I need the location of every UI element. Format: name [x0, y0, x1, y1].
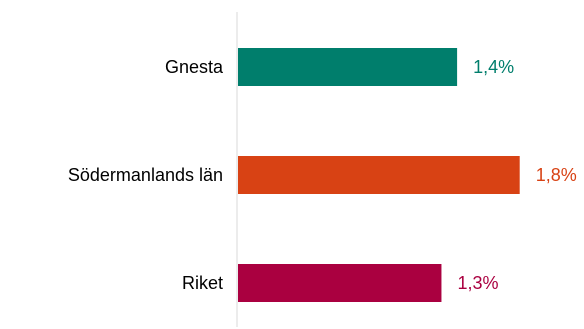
value-label-1: 1,8%	[536, 165, 577, 185]
value-label-2: 1,3%	[457, 273, 498, 293]
category-label-0: Gnesta	[165, 57, 224, 77]
category-label-1: Södermanlands län	[68, 165, 223, 185]
bar-1	[238, 156, 520, 194]
value-label-0: 1,4%	[473, 57, 514, 77]
bar-2	[238, 264, 442, 302]
bars-group	[238, 48, 520, 302]
category-label-2: Riket	[182, 273, 223, 293]
labels-group: Gnesta 1,4% Södermanlands län 1,8% Riket 1,3%	[68, 57, 577, 293]
bar-0	[238, 48, 458, 86]
